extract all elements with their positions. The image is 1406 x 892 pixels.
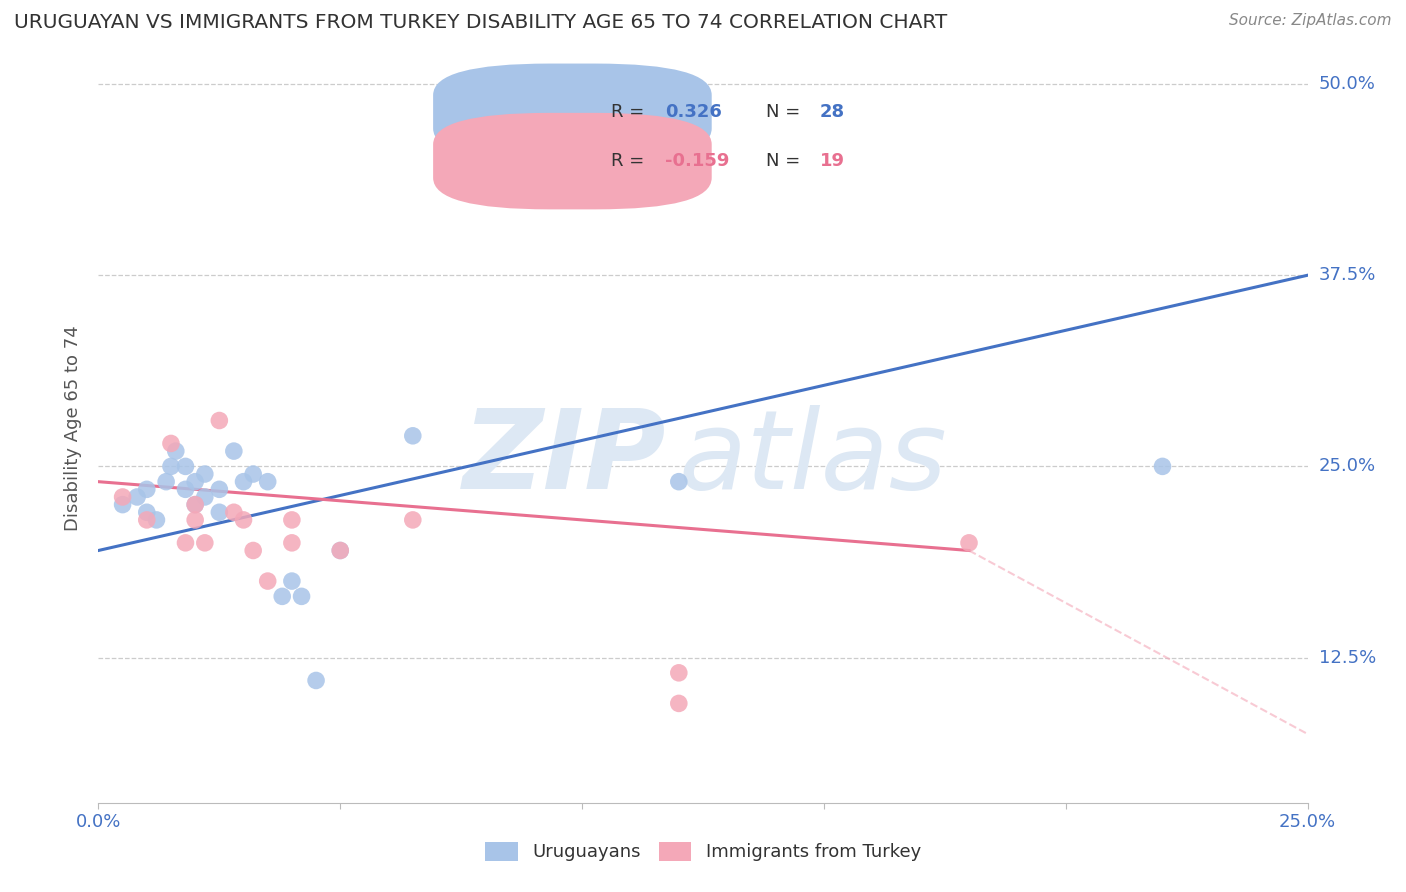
Legend: Uruguayans, Immigrants from Turkey: Uruguayans, Immigrants from Turkey — [478, 835, 928, 869]
Point — [329, 543, 352, 558]
Text: 25.0%: 25.0% — [1319, 458, 1376, 475]
Point — [281, 574, 304, 588]
Point — [232, 513, 254, 527]
Point — [184, 498, 207, 512]
Text: URUGUAYAN VS IMMIGRANTS FROM TURKEY DISABILITY AGE 65 TO 74 CORRELATION CHART: URUGUAYAN VS IMMIGRANTS FROM TURKEY DISA… — [14, 13, 948, 32]
Point — [194, 490, 217, 504]
Point — [155, 475, 177, 489]
Text: ZIP: ZIP — [463, 405, 666, 512]
Point — [174, 483, 197, 497]
Point — [222, 444, 245, 458]
Point — [160, 459, 183, 474]
Point — [208, 505, 231, 519]
Text: Source: ZipAtlas.com: Source: ZipAtlas.com — [1229, 13, 1392, 29]
Text: atlas: atlas — [679, 405, 948, 512]
Point — [208, 413, 231, 427]
Point — [271, 590, 294, 604]
Point — [111, 490, 134, 504]
Point — [184, 513, 207, 527]
Point — [184, 498, 207, 512]
Text: 12.5%: 12.5% — [1319, 648, 1376, 666]
Point — [1152, 459, 1174, 474]
Point — [135, 513, 157, 527]
Point — [329, 543, 352, 558]
Point — [174, 459, 197, 474]
Point — [281, 536, 304, 550]
Point — [305, 673, 328, 688]
Point — [135, 483, 157, 497]
Text: 50.0%: 50.0% — [1319, 75, 1375, 93]
Point — [111, 498, 134, 512]
Point — [668, 665, 690, 680]
Point — [127, 490, 149, 504]
Point — [222, 505, 245, 519]
Text: 37.5%: 37.5% — [1319, 266, 1376, 285]
Point — [957, 536, 980, 550]
Point — [242, 467, 264, 481]
Point — [174, 536, 197, 550]
Point — [281, 513, 304, 527]
Point — [256, 574, 278, 588]
Point — [194, 467, 217, 481]
Point — [165, 444, 187, 458]
Point — [194, 536, 217, 550]
Point — [145, 513, 167, 527]
Point — [402, 429, 425, 443]
Point — [668, 697, 690, 711]
Point — [160, 436, 183, 450]
Point — [232, 475, 254, 489]
Point — [290, 590, 312, 604]
Point — [208, 483, 231, 497]
Point — [135, 505, 157, 519]
Point — [184, 475, 207, 489]
Point — [402, 513, 425, 527]
Point — [256, 475, 278, 489]
Point — [242, 543, 264, 558]
Y-axis label: Disability Age 65 to 74: Disability Age 65 to 74 — [65, 326, 83, 531]
Point — [668, 475, 690, 489]
